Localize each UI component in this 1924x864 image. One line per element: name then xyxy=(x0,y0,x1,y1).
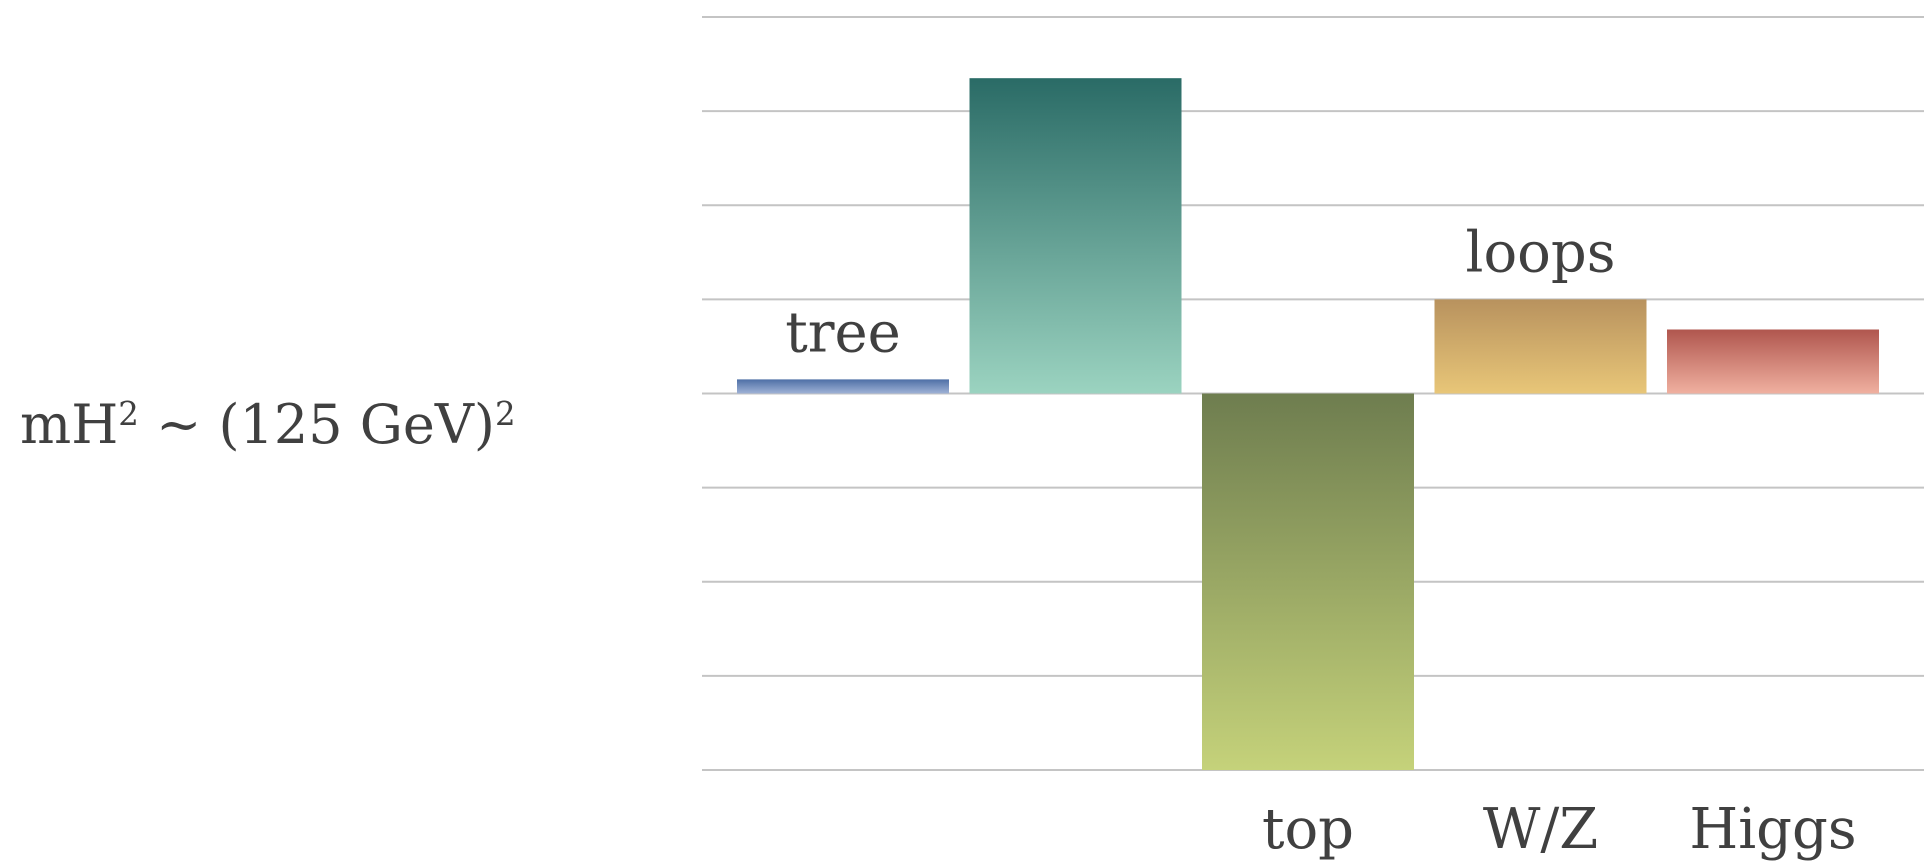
bars xyxy=(737,78,1879,770)
formula-main: mH xyxy=(20,393,119,456)
bar-higgs xyxy=(1667,329,1879,394)
annotation-loops: loops xyxy=(1466,220,1616,285)
bar-tree xyxy=(737,379,949,394)
category-label: Higgs xyxy=(1689,797,1856,862)
bar-unlabeled xyxy=(969,78,1182,394)
mass-formula: mH2 ~ (125 GeV)2 xyxy=(20,390,516,460)
bar-top xyxy=(1202,393,1414,770)
labels: top W/Z Higgs tree loops xyxy=(785,220,1856,862)
formula-exponent-1: 2 xyxy=(118,395,139,434)
formula-exponent-2: 2 xyxy=(494,395,516,434)
bar-w-z xyxy=(1434,299,1647,394)
annotation-tree: tree xyxy=(785,300,901,365)
category-label: top xyxy=(1262,797,1354,862)
category-label: W/Z xyxy=(1483,797,1598,862)
formula-middle: ~ (125 GeV) xyxy=(138,393,495,456)
